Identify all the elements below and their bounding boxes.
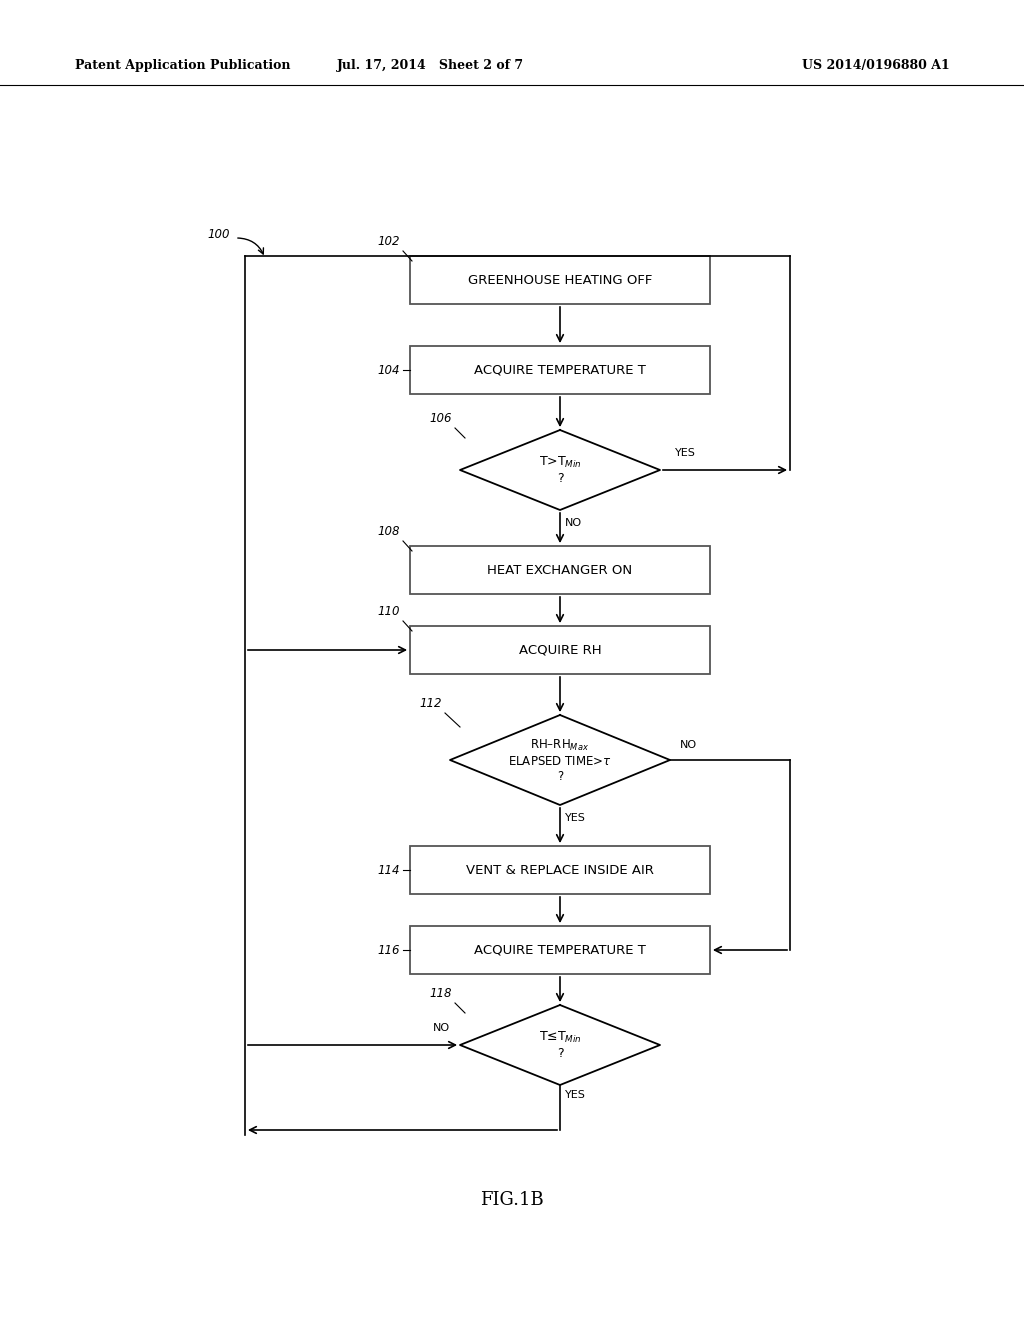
Text: RH–RH$_{Max}$
ELAPSED TIME>$\tau$
?: RH–RH$_{Max}$ ELAPSED TIME>$\tau$ ? bbox=[508, 738, 612, 783]
Text: ACQUIRE TEMPERATURE T: ACQUIRE TEMPERATURE T bbox=[474, 944, 646, 957]
Bar bbox=[410, 346, 710, 393]
Text: HEAT EXCHANGER ON: HEAT EXCHANGER ON bbox=[487, 564, 633, 577]
Text: NO: NO bbox=[565, 517, 582, 528]
Text: 106: 106 bbox=[429, 412, 452, 425]
Text: 118: 118 bbox=[429, 987, 452, 1001]
Text: 110: 110 bbox=[378, 605, 400, 618]
Bar bbox=[410, 256, 710, 304]
Text: 114: 114 bbox=[378, 863, 400, 876]
Text: 100: 100 bbox=[208, 228, 230, 242]
Bar bbox=[410, 626, 710, 675]
Text: T≤T$_{Min}$
?: T≤T$_{Min}$ ? bbox=[539, 1030, 582, 1060]
Text: 112: 112 bbox=[420, 697, 442, 710]
Text: VENT & REPLACE INSIDE AIR: VENT & REPLACE INSIDE AIR bbox=[466, 863, 654, 876]
Text: US 2014/0196880 A1: US 2014/0196880 A1 bbox=[802, 58, 950, 71]
Text: Jul. 17, 2014   Sheet 2 of 7: Jul. 17, 2014 Sheet 2 of 7 bbox=[337, 58, 523, 71]
Text: 108: 108 bbox=[378, 525, 400, 539]
Text: GREENHOUSE HEATING OFF: GREENHOUSE HEATING OFF bbox=[468, 273, 652, 286]
Text: YES: YES bbox=[675, 447, 696, 458]
Text: ACQUIRE RH: ACQUIRE RH bbox=[519, 644, 601, 656]
Text: YES: YES bbox=[565, 813, 586, 822]
Bar bbox=[410, 927, 710, 974]
Text: 102: 102 bbox=[378, 235, 400, 248]
Bar bbox=[410, 846, 710, 894]
Text: 104: 104 bbox=[378, 363, 400, 376]
Text: FIG.1B: FIG.1B bbox=[480, 1191, 544, 1209]
Text: T>T$_{Min}$
?: T>T$_{Min}$ ? bbox=[539, 455, 582, 484]
Text: ACQUIRE TEMPERATURE T: ACQUIRE TEMPERATURE T bbox=[474, 363, 646, 376]
Text: NO: NO bbox=[433, 1023, 450, 1034]
Text: YES: YES bbox=[565, 1090, 586, 1100]
Text: NO: NO bbox=[680, 741, 697, 750]
Text: Patent Application Publication: Patent Application Publication bbox=[75, 58, 291, 71]
Text: 116: 116 bbox=[378, 944, 400, 957]
Bar bbox=[410, 546, 710, 594]
